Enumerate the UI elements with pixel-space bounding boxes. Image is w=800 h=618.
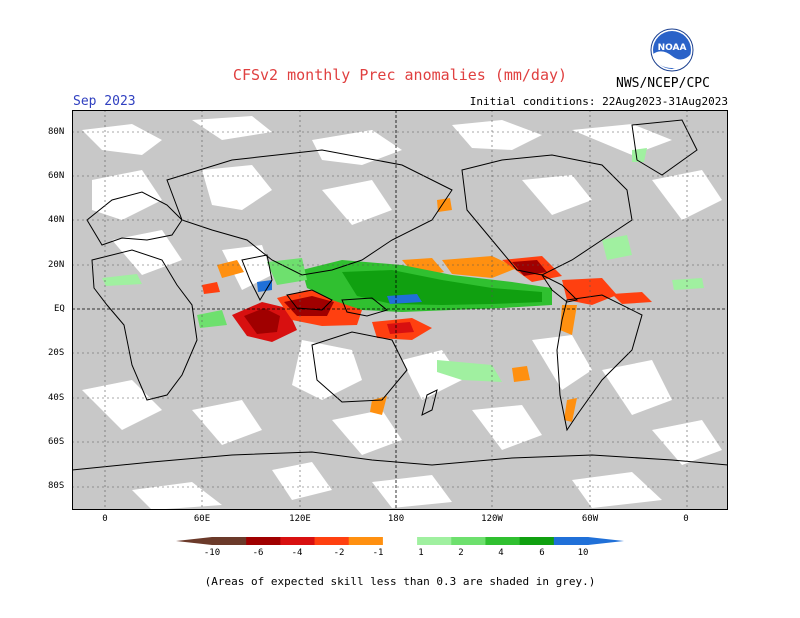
lat-label: 60N	[48, 171, 65, 181]
lat-label: 20N	[48, 260, 65, 270]
colorbar-label: -4	[291, 548, 303, 558]
lon-label: 60W	[581, 514, 599, 524]
lat-label: EQ	[54, 304, 65, 314]
colorbar-swatch	[553, 537, 589, 545]
map-gridlines	[72, 110, 728, 510]
colorbar-swatch	[212, 537, 247, 545]
colorbar-label: 6	[539, 548, 545, 558]
colorbar-swatch	[451, 537, 486, 545]
colorbar-label: -1	[372, 548, 384, 558]
colorbar-swatch	[314, 537, 350, 545]
map-border	[72, 110, 728, 510]
forecast-month: Sep 2023	[73, 94, 136, 109]
colorbar-arrow-low	[176, 537, 212, 545]
colorbar-swatch	[348, 537, 384, 545]
lon-label: 120E	[289, 514, 311, 524]
skill-footnote: (Areas of expected skill less than 0.3 a…	[204, 575, 596, 588]
equator-dateline	[72, 110, 728, 510]
lat-label: 80N	[48, 127, 65, 137]
colorbar-arrow-high	[588, 537, 624, 545]
colorbar-swatches	[176, 537, 624, 545]
colorbar-label: -2	[333, 548, 345, 558]
lat-label: 40N	[48, 215, 65, 225]
lon-label: 180	[387, 514, 405, 524]
lon-label: 120W	[481, 514, 503, 524]
initial-conditions: Initial conditions: 22Aug2023-31Aug2023	[469, 95, 728, 108]
colorbar-swatch	[246, 537, 281, 545]
colorbar	[176, 537, 624, 545]
noaa-logo-text: NOAA	[658, 43, 687, 53]
colorbar-swatch	[382, 537, 418, 545]
lon-label: 0	[102, 514, 108, 524]
colorbar-label: -10	[203, 548, 221, 558]
colorbar-label: -6	[252, 548, 264, 558]
coastlines	[72, 119, 728, 471]
credit-label: NWS/NCEP/CPC	[616, 76, 710, 91]
colorbar-label: 4	[498, 548, 504, 558]
lon-label: 0	[683, 514, 689, 524]
lat-label: 60S	[48, 437, 65, 447]
skillful-region-patches	[82, 116, 722, 510]
lat-label: 80S	[48, 481, 65, 491]
colorbar-swatch	[417, 537, 452, 545]
colorbar-swatch	[485, 537, 521, 545]
colorbar-swatch	[280, 537, 316, 545]
noaa-logo: NOAA	[650, 28, 694, 72]
colorbar-label: 1	[418, 548, 424, 558]
colorbar-label: 2	[458, 548, 464, 558]
precip-anomaly-map	[72, 110, 728, 510]
colorbar-label: 10	[577, 548, 589, 558]
colorbar-swatch	[519, 537, 555, 545]
lat-label: 20S	[48, 348, 65, 358]
lon-label: 60E	[193, 514, 211, 524]
map-title: CFSv2 monthly Prec anomalies (mm/day)	[232, 66, 568, 84]
lat-label: 40S	[48, 393, 65, 403]
